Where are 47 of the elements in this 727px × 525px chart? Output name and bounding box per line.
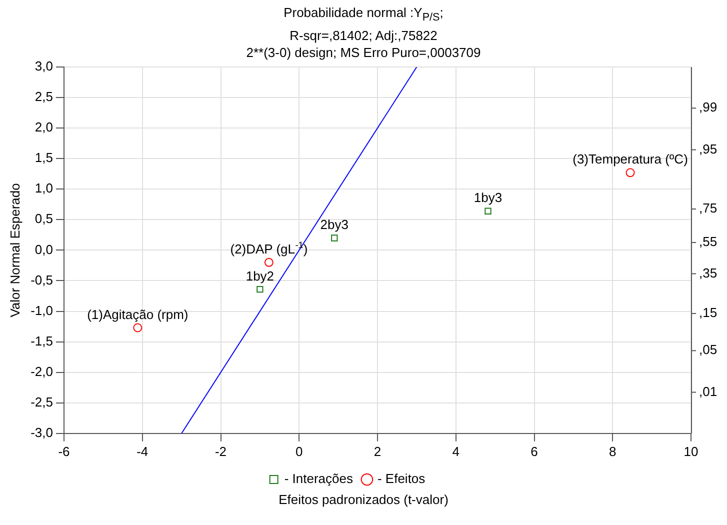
- y-tick-label: -2,5: [30, 394, 53, 410]
- text: ,05: [699, 342, 718, 357]
- x-tick-label: 6: [530, 443, 538, 458]
- point: [484, 207, 492, 214]
- y-tick-label: -0,5: [30, 272, 53, 287]
- point: [256, 286, 264, 292]
- x-tick-label: -2: [214, 443, 227, 458]
- y-tick-label: -2,0: [30, 364, 53, 379]
- y-tick-label: -3,0: [30, 424, 53, 440]
- point: [626, 168, 635, 177]
- text: ,75: [699, 200, 718, 216]
- x-tick-label: 0: [296, 443, 303, 458]
- point: [331, 234, 338, 241]
- text: ,95: [699, 140, 718, 156]
- point: [133, 322, 142, 332]
- y-tick-label: 1,5: [34, 150, 53, 165]
- x-tick-label: 4: [452, 443, 460, 458]
- y-tick-label: 2,5: [34, 88, 53, 104]
- point: [264, 258, 274, 267]
- chart-subtitle: R-sqr=,81402; Adj:,75822 2**(3-0) design; MS Erro Puro=,0003709: [245, 26, 482, 60]
- annotation: 1by2: [246, 268, 274, 283]
- x-tick-label: -6: [58, 443, 70, 458]
- x-tick-label: -4: [136, 443, 148, 458]
- y-tick-label: 0,0: [34, 241, 53, 256]
- y-tick-label: 1,0: [34, 180, 53, 196]
- y-tick-label: -1,0: [30, 302, 53, 318]
- y-axis-title: Valor Normal Esperado: [7, 182, 22, 317]
- text: ,01: [699, 383, 718, 398]
- y-tick-label: 3,0: [34, 58, 53, 74]
- x-tick-label: 2: [374, 443, 382, 458]
- annotation: (3)Temperatura (ºC): [572, 151, 688, 166]
- y-tick-label: 2,0: [34, 119, 53, 134]
- legend-label: - Interações: [284, 470, 354, 486]
- annotation: 2by3: [320, 216, 348, 232]
- y-tick-label: -1,5: [30, 332, 53, 348]
- annotation: 1by3: [474, 190, 502, 205]
- chart-title: Probabilidade normal :Y$_{P/S}$;: [282, 4, 444, 26]
- text: ,35: [699, 264, 718, 280]
- annotation: (1)Agitação (rpm): [87, 306, 188, 322]
- x-tick-label: 8: [609, 443, 616, 458]
- text: ,55: [699, 234, 718, 249]
- y-tick-label: 0,5: [34, 210, 53, 226]
- legend-label: - Efeitos: [377, 470, 426, 486]
- text: ,15: [699, 304, 718, 320]
- x-tick-label: 10: [684, 443, 698, 458]
- x-axis-title: Efeitos padronizados (t-valor): [278, 492, 450, 507]
- text: ,99: [699, 99, 718, 114]
